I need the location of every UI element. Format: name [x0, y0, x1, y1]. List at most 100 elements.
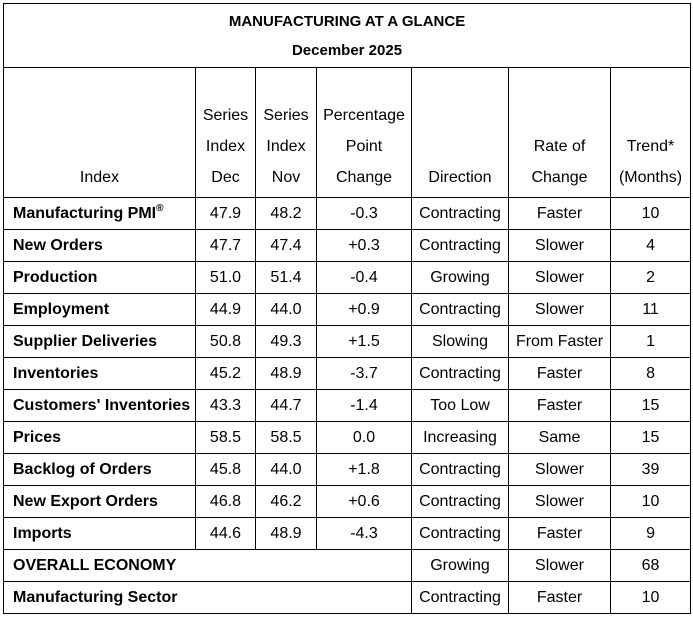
cell-nov: 44.0	[255, 453, 317, 486]
cell-change: +1.8	[316, 453, 412, 486]
table-row: Backlog of Orders 45.8 44.0 +1.8 Contrac…	[3, 453, 692, 486]
cell-trend: 15	[609, 421, 692, 454]
cell-trend: 9	[609, 517, 692, 550]
cell-trend: 10	[609, 485, 692, 518]
cell-trend: 2	[609, 261, 692, 294]
cell-direction: Contracting	[411, 581, 509, 614]
cell-direction: Growing	[411, 261, 509, 294]
cell-nov: 44.7	[255, 389, 317, 422]
cell-dec: 45.8	[195, 453, 256, 486]
table-row: New Orders 47.7 47.4 +0.3 Contracting Sl…	[3, 229, 692, 262]
row-index-name: New Orders	[3, 229, 196, 262]
header-direction: Direction	[411, 67, 509, 198]
cell-rate: Slower	[508, 293, 611, 326]
cell-nov: 47.4	[255, 229, 317, 262]
cell-direction: Contracting	[411, 485, 509, 518]
cell-trend: 10	[609, 581, 692, 614]
summary-row-overall-economy: OVERALL ECONOMY Growing Slower 68	[3, 549, 692, 582]
cell-dec: 51.0	[195, 261, 256, 294]
cell-direction: Contracting	[411, 517, 509, 550]
header-rate-of-change: Rate of Change	[508, 67, 611, 198]
cell-direction: Slowing	[411, 325, 509, 358]
cell-rate: Faster	[508, 197, 611, 230]
cell-rate: From Faster	[508, 325, 611, 358]
row-index-name: Inventories	[3, 357, 196, 390]
cell-rate: Slower	[508, 549, 611, 582]
cell-direction: Too Low	[411, 389, 509, 422]
cell-change: 0.0	[316, 421, 412, 454]
cell-rate: Faster	[508, 357, 611, 390]
table-row: Supplier Deliveries 50.8 49.3 +1.5 Slowi…	[3, 325, 692, 358]
cell-trend: 15	[609, 389, 692, 422]
header-index: Index	[3, 67, 196, 198]
cell-rate: Slower	[508, 261, 611, 294]
cell-rate: Slower	[508, 453, 611, 486]
cell-trend: 8	[609, 357, 692, 390]
row-index-name: Prices	[3, 421, 196, 454]
cell-nov: 48.9	[255, 357, 317, 390]
cell-direction: Contracting	[411, 229, 509, 262]
row-index-name: Manufacturing PMI®	[3, 197, 196, 230]
cell-change: +0.9	[316, 293, 412, 326]
cell-change: +0.6	[316, 485, 412, 518]
column-header-row: Index Series Index Dec Series Index Nov …	[3, 67, 692, 198]
summary-row-name: Manufacturing Sector	[3, 581, 412, 614]
cell-nov: 46.2	[255, 485, 317, 518]
cell-nov: 44.0	[255, 293, 317, 326]
cell-trend: 1	[609, 325, 692, 358]
row-index-name: New Export Orders	[3, 485, 196, 518]
cell-nov: 48.2	[255, 197, 317, 230]
glance-table-container: MANUFACTURING AT A GLANCE December 2025 …	[2, 3, 692, 614]
cell-change: +0.3	[316, 229, 412, 262]
cell-trend: 68	[609, 549, 692, 582]
registered-mark: ®	[156, 202, 164, 214]
cell-nov: 51.4	[255, 261, 317, 294]
cell-change: -3.7	[316, 357, 412, 390]
table-row: New Export Orders 46.8 46.2 +0.6 Contrac…	[3, 485, 692, 518]
cell-trend: 10	[609, 197, 692, 230]
cell-rate: Faster	[508, 581, 611, 614]
cell-dec: 47.7	[195, 229, 256, 262]
cell-change: -0.4	[316, 261, 412, 294]
summary-row-manufacturing-sector: Manufacturing Sector Contracting Faster …	[3, 581, 692, 614]
cell-rate: Faster	[508, 517, 611, 550]
cell-nov: 48.9	[255, 517, 317, 550]
manufacturing-at-a-glance-table: MANUFACTURING AT A GLANCE December 2025 …	[2, 3, 692, 614]
cell-change: -4.3	[316, 517, 412, 550]
cell-dec: 46.8	[195, 485, 256, 518]
cell-trend: 11	[609, 293, 692, 326]
cell-rate: Slower	[508, 229, 611, 262]
cell-dec: 47.9	[195, 197, 256, 230]
table-row: Manufacturing PMI® 47.9 48.2 -0.3 Contra…	[3, 197, 692, 230]
row-index-name: Imports	[3, 517, 196, 550]
table-body: Manufacturing PMI® 47.9 48.2 -0.3 Contra…	[3, 197, 692, 614]
cell-trend: 39	[609, 453, 692, 486]
cell-trend: 4	[609, 229, 692, 262]
row-index-name: Customers' Inventories	[3, 389, 196, 422]
cell-dec: 43.3	[195, 389, 256, 422]
table-row: Production 51.0 51.4 -0.4 Growing Slower…	[3, 261, 692, 294]
cell-rate: Faster	[508, 389, 611, 422]
cell-dec: 44.6	[195, 517, 256, 550]
cell-dec: 58.5	[195, 421, 256, 454]
header-series-index-nov: Series Index Nov	[255, 67, 317, 198]
cell-rate: Slower	[508, 485, 611, 518]
table-row: Imports 44.6 48.9 -4.3 Contracting Faste…	[3, 517, 692, 550]
cell-nov: 49.3	[255, 325, 317, 358]
row-index-name: Supplier Deliveries	[3, 325, 196, 358]
cell-direction: Growing	[411, 549, 509, 582]
cell-change: +1.5	[316, 325, 412, 358]
cell-dec: 50.8	[195, 325, 256, 358]
row-index-name: Production	[3, 261, 196, 294]
table-title-cell: MANUFACTURING AT A GLANCE December 2025	[2, 3, 692, 68]
table-row: Employment 44.9 44.0 +0.9 Contracting Sl…	[3, 293, 692, 326]
summary-row-name: OVERALL ECONOMY	[3, 549, 412, 582]
header-trend-months: Trend* (Months)	[609, 67, 692, 198]
header-series-index-dec: Series Index Dec	[195, 67, 256, 198]
table-title: MANUFACTURING AT A GLANCE	[228, 13, 466, 30]
cell-direction: Contracting	[411, 293, 509, 326]
cell-direction: Contracting	[411, 197, 509, 230]
cell-nov: 58.5	[255, 421, 317, 454]
row-index-name: Employment	[3, 293, 196, 326]
table-row: Customers' Inventories 43.3 44.7 -1.4 To…	[3, 389, 692, 422]
